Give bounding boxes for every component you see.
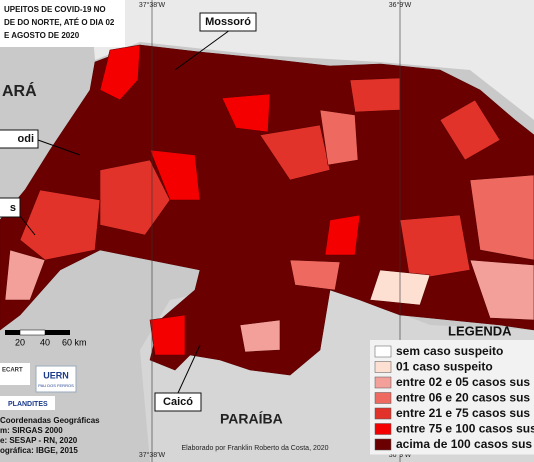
legend-title: LEGENDA (448, 323, 512, 338)
coordinate: 36°9'W (389, 1, 412, 9)
title-line: UPEITOS DE COVID-19 NO (4, 5, 106, 14)
logo (0, 396, 55, 410)
municipality (319, 109, 359, 166)
municipality (469, 174, 534, 261)
credit-line: m: SIRGAS 2000 (0, 426, 63, 435)
legend-label: 01 caso suspeito (396, 360, 493, 374)
municipality (4, 249, 46, 301)
municipality (149, 149, 201, 201)
legend-swatch (374, 376, 392, 389)
municipality (239, 319, 281, 353)
municipality (399, 214, 471, 281)
title-line: DE DO NORTE, ATÉ O DIA 02 (4, 18, 115, 27)
callout-line (37, 139, 81, 156)
logo-text: ECART (2, 368, 23, 374)
credit-line: Coordenadas Geográficas (0, 416, 100, 425)
municipality (349, 77, 401, 113)
callout-box (0, 129, 39, 149)
legend-swatch (374, 392, 392, 404)
place-label: odi (18, 133, 35, 145)
municipality (289, 259, 341, 291)
legend-panel (370, 340, 534, 455)
scale-segment (19, 329, 46, 336)
place-label: Caicó (163, 396, 193, 408)
author: Elaborado por Franklin Roberto da Costa,… (181, 445, 328, 452)
scale-label: 20 (15, 337, 25, 347)
place-label: s (10, 202, 16, 214)
legend-label: entre 06 e 20 casos sus (396, 391, 530, 405)
legend-swatch (374, 407, 392, 420)
title-box (0, 0, 125, 47)
credit-line: ográfica: IBGE, 2015 (0, 446, 78, 455)
municipality (324, 214, 361, 256)
callout-box (154, 392, 202, 412)
municipality (149, 314, 186, 356)
logo-text: PAU DOS FERROS (38, 383, 74, 388)
credit-line: e: SESAP - RN, 2020 (0, 436, 78, 445)
scale-segment (45, 330, 70, 335)
legend-swatch (374, 423, 392, 435)
state-label: PARAÍBA (220, 411, 283, 427)
callout-box (199, 12, 257, 32)
legend-label: sem caso suspeito (396, 344, 503, 358)
municipality (99, 44, 141, 101)
legend-label: entre 21 e 75 casos sus (396, 406, 530, 420)
coordinate: 37°38'W (139, 451, 166, 459)
legend-swatch (374, 345, 392, 358)
callout-line (19, 215, 36, 236)
coordinate: 37°38'W (139, 1, 166, 9)
legend-swatch (374, 438, 392, 451)
scale-label: 60 km (62, 337, 87, 347)
scale-label: 40 (40, 337, 50, 347)
callout-box (0, 197, 21, 218)
scale-segment (5, 330, 20, 335)
logo (0, 363, 30, 385)
legend-label: acima de 100 casos sus (396, 437, 532, 451)
legend-label: entre 02 e 05 casos sus (396, 375, 530, 389)
logo-text: PLANDITES (8, 401, 48, 408)
place-label: Mossoró (205, 16, 251, 28)
coordinate: 36°9'W (389, 451, 412, 459)
title-line: E AGOSTO DE 2020 (4, 31, 80, 40)
logo (35, 365, 77, 393)
callout-line (174, 29, 231, 71)
municipality (99, 159, 171, 236)
municipality (469, 259, 534, 321)
municipality (259, 124, 331, 181)
municipality (19, 189, 101, 261)
callout-line (177, 344, 201, 394)
legend-swatch (374, 361, 392, 373)
municipality (221, 93, 271, 133)
municipality (439, 99, 501, 161)
state-label: ARÁ (2, 81, 37, 100)
legend-label: entre 75 e 100 casos sus (396, 422, 534, 436)
logo-text: UERN (43, 370, 69, 380)
